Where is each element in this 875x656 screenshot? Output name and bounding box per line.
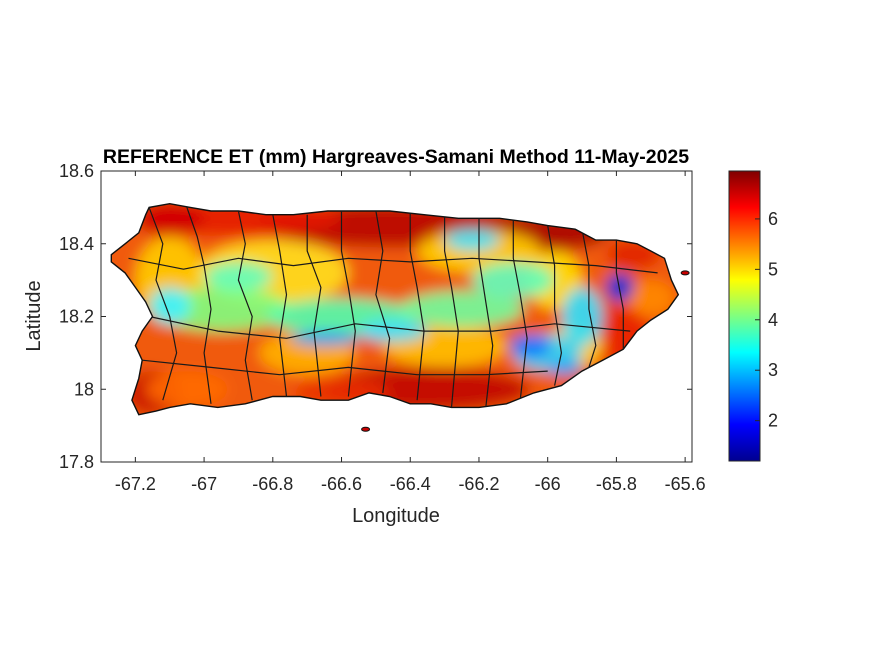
municipality-line	[340, 211, 356, 397]
y-tick-label: 18.2	[59, 307, 94, 327]
coastline	[110, 202, 680, 416]
colorbar-tick-label: 3	[768, 360, 778, 380]
y-tick-label: 18	[74, 379, 94, 399]
colorbar-ticks: 2 3 4 5 6	[755, 209, 778, 431]
et-zone	[472, 261, 555, 299]
municipality-line	[306, 214, 322, 397]
y-tick-label: 17.8	[59, 452, 94, 472]
et-zone	[561, 287, 603, 346]
x-tick-label: -66.4	[390, 474, 431, 494]
et-zone	[204, 261, 273, 292]
colorbar-tick-label: 4	[768, 310, 778, 330]
municipality-line	[272, 214, 288, 397]
x-axis-label: Longitude	[352, 505, 440, 527]
et-zone	[444, 229, 500, 252]
et-zone	[289, 331, 359, 346]
x-tick-label: -66.8	[252, 474, 293, 494]
municipality-line	[478, 218, 494, 408]
islet	[361, 426, 371, 432]
municipality-line	[615, 240, 624, 350]
et-zone	[149, 287, 191, 324]
colorbar-tick-label: 6	[768, 209, 778, 229]
x-tick-label: -66	[535, 474, 561, 494]
colorbar-tick-label: 2	[768, 411, 778, 431]
chart-title: REFERENCE ET (mm) Hargreaves-Samani Meth…	[103, 146, 689, 168]
municipality-line	[547, 225, 562, 386]
municipality-line	[581, 229, 597, 368]
x-tick-label: -65.6	[665, 474, 706, 494]
x-tick-label: -65.8	[596, 474, 637, 494]
et-zone	[547, 360, 583, 375]
municipality-line	[128, 257, 658, 274]
municipality-line	[375, 210, 391, 393]
island-map	[110, 202, 690, 432]
colorbar-tick-label: 5	[768, 259, 778, 279]
municipality-line	[186, 207, 212, 404]
x-axis: -67.2 -67 -66.8 -66.6 -66.4 -66.2 -66 -65.8 -65.…	[115, 171, 706, 494]
et-zone	[626, 280, 675, 317]
islet	[680, 270, 690, 276]
x-tick-label: -67.2	[115, 474, 156, 494]
y-axis: 18.6 18.4 18.2 18 17.8	[59, 161, 692, 472]
et-zone	[145, 371, 229, 408]
y-tick-label: 18.4	[59, 234, 94, 254]
colorbar	[728, 170, 761, 462]
municipality-line	[409, 211, 425, 401]
x-tick-label: -66.6	[321, 474, 362, 494]
municipality-line	[512, 218, 528, 401]
et-zone	[509, 334, 552, 357]
et-zone	[399, 291, 524, 328]
y-axis-label: Latitude	[23, 280, 45, 351]
municipality-boundaries	[128, 207, 658, 408]
municipality-line	[142, 359, 548, 376]
et-zone	[606, 272, 634, 302]
municipality-line	[148, 207, 178, 401]
x-tick-label: -67	[191, 474, 217, 494]
y-tick-label: 18.6	[59, 161, 94, 181]
et-zone	[358, 320, 428, 342]
x-tick-label: -66.2	[458, 474, 499, 494]
municipality-line	[237, 210, 253, 401]
et-field	[110, 202, 690, 432]
municipality-line	[444, 214, 459, 408]
municipality-line	[148, 315, 631, 339]
